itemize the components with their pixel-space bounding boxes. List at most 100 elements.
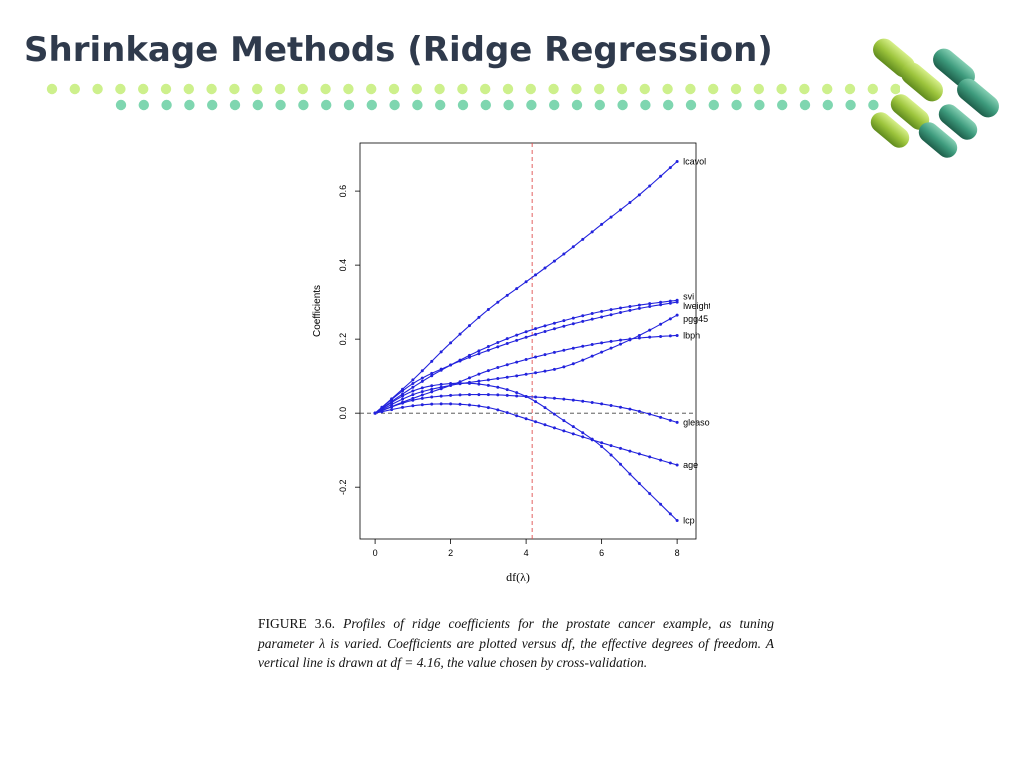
point-gleason — [505, 393, 509, 397]
point-lbph — [430, 390, 434, 394]
dot-top — [571, 83, 582, 95]
dot-top — [457, 83, 468, 95]
point-lcavol — [581, 237, 585, 241]
dot-bottom — [275, 99, 286, 111]
dot-bottom — [594, 99, 605, 111]
point-lweight — [571, 322, 575, 326]
point-lcavol — [449, 341, 453, 345]
dot-bottom — [731, 99, 742, 111]
point-svi — [581, 314, 585, 318]
dot-bottom — [412, 99, 423, 111]
figure-caption: FIGURE 3.6. Profiles of ridge coefficien… — [258, 614, 774, 673]
point-pgg45 — [562, 365, 566, 369]
point-lcavol — [648, 184, 652, 188]
point-lcavol — [515, 287, 519, 291]
point-lweight — [458, 359, 462, 363]
dot-bottom — [617, 99, 628, 111]
point-lbph — [648, 335, 652, 339]
point-gleason — [668, 418, 672, 422]
point-gleason — [571, 398, 575, 402]
point-pgg45 — [648, 328, 652, 332]
point-lcp — [486, 383, 490, 387]
point-lweight — [420, 376, 424, 380]
y-tick-label: 0.6 — [338, 185, 348, 198]
point-lweight — [496, 345, 500, 349]
point-pgg45 — [515, 374, 519, 378]
point-svi — [562, 319, 566, 323]
dot-bottom — [115, 99, 127, 111]
dot-bottom — [754, 99, 765, 111]
point-lweight — [675, 300, 679, 304]
series-line-age — [374, 403, 678, 466]
point-gleason — [411, 398, 415, 402]
dot-bottom — [549, 99, 560, 111]
dot-top — [730, 83, 742, 95]
dot-top — [890, 83, 900, 95]
point-age — [496, 408, 500, 412]
point-gleason — [515, 394, 519, 398]
point-lweight — [467, 355, 471, 359]
point-pgg45 — [600, 350, 604, 354]
dot-top — [867, 83, 878, 95]
point-lcp — [380, 407, 384, 411]
point-age — [401, 405, 405, 409]
dot-bottom — [252, 99, 263, 111]
dot-bottom — [435, 99, 446, 111]
pill-teal-3 — [938, 104, 978, 140]
point-svi — [628, 305, 632, 309]
decorative-dot-rows — [46, 83, 900, 111]
plot-frame — [359, 142, 697, 540]
point-lweight — [477, 352, 481, 356]
point-gleason — [477, 393, 481, 397]
point-lcp — [390, 401, 394, 405]
series-label-lcavol: lcavol — [683, 157, 706, 167]
dot-top — [297, 83, 308, 95]
dot-top — [434, 83, 445, 95]
point-lcavol — [552, 259, 556, 263]
dot-bottom — [640, 99, 651, 111]
dot-top — [115, 83, 126, 95]
point-lcavol — [562, 252, 566, 256]
point-age — [552, 426, 556, 430]
point-gleason — [618, 405, 622, 409]
point-lcp — [590, 437, 594, 441]
point-lweight — [524, 335, 528, 339]
dot-top — [411, 83, 422, 95]
point-svi — [524, 330, 528, 334]
dot-top — [274, 83, 286, 95]
point-lbph — [552, 350, 556, 354]
point-pgg45 — [524, 372, 528, 376]
point-lweight — [515, 338, 519, 342]
point-lcavol — [590, 230, 594, 234]
series-label-gleason: gleason — [683, 417, 710, 427]
point-pgg45 — [496, 377, 500, 381]
point-lweight — [439, 367, 443, 371]
point-lweight — [449, 363, 453, 367]
dot-bottom — [298, 99, 309, 111]
point-lweight — [552, 327, 556, 331]
x-axis-label: df(λ) — [506, 570, 530, 584]
dot-top — [138, 83, 149, 95]
point-pgg45 — [420, 390, 424, 394]
point-svi — [515, 333, 519, 337]
point-lweight — [659, 303, 663, 307]
point-lcavol — [628, 200, 632, 204]
dot-bottom — [868, 99, 879, 111]
point-lweight — [401, 389, 405, 393]
caption-figure-label: FIGURE 3.6. — [258, 616, 336, 631]
point-gleason — [552, 396, 556, 400]
point-lweight — [648, 305, 652, 309]
dot-top — [822, 83, 833, 95]
point-age — [562, 429, 566, 433]
dot-top — [616, 83, 628, 95]
slide-title: Shrinkage Methods (Ridge Regression) — [24, 30, 773, 70]
point-age — [486, 406, 490, 410]
point-svi — [659, 300, 663, 304]
point-age — [628, 449, 632, 453]
point-gleason — [458, 393, 462, 397]
dot-top — [594, 83, 605, 95]
dot-top — [69, 83, 81, 95]
point-svi — [552, 321, 556, 325]
pill-cluster-logo — [870, 38, 999, 158]
point-gleason — [628, 407, 632, 411]
